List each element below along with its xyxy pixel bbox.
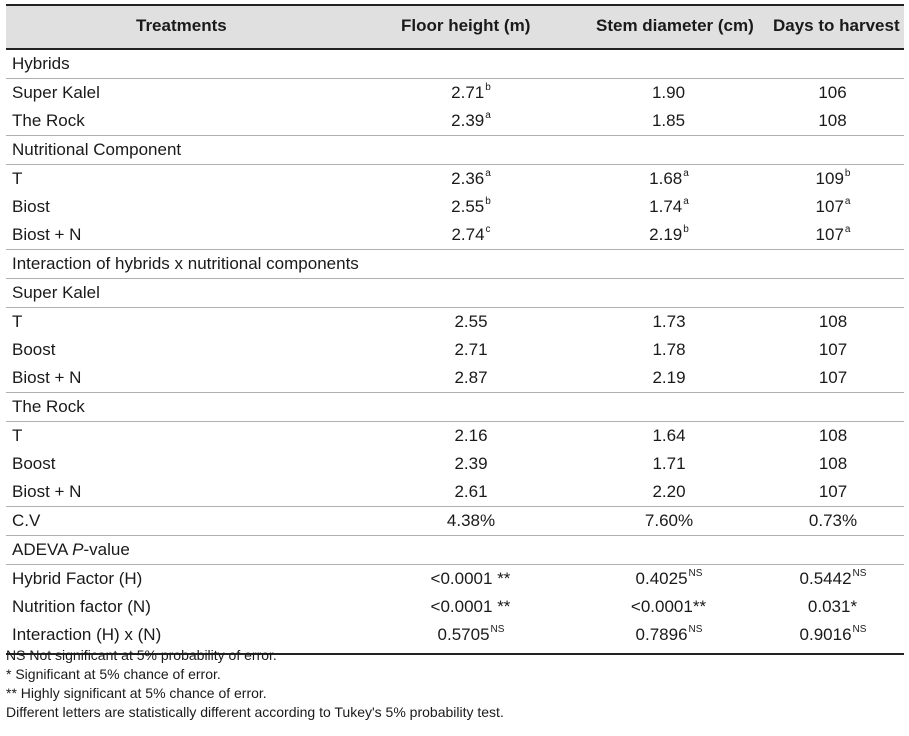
- floor-height-value: 2.36a: [451, 168, 491, 188]
- section-label: Interaction of hybrids x nutritional com…: [12, 254, 359, 273]
- header-treatments: Treatments: [136, 16, 227, 35]
- table-row-cv: C.V 4.38% 7.60% 0.73%: [6, 506, 904, 536]
- header-stem-diameter: Stem diameter (cm): [596, 16, 754, 35]
- row-label: Super Kalel: [12, 83, 100, 102]
- row-label: Boost: [12, 454, 56, 473]
- section-label: Nutritional Component: [12, 140, 182, 159]
- floor-height-value: 2.39a: [451, 110, 491, 130]
- row-label: T: [12, 169, 23, 188]
- stem-diameter-value: 1.78: [652, 340, 686, 359]
- subsection-label: The Rock: [12, 397, 85, 416]
- table-row: Super Kalel 2.71b 1.90 106: [6, 79, 904, 107]
- table-row: Nutrition factor (N) <0.0001 ** <0.0001*…: [6, 593, 904, 621]
- table-row: Biost + N 2.61 2.20 107: [6, 478, 904, 506]
- header-days-to-harvest: Days to harvest: [773, 16, 900, 35]
- row-label: T: [12, 426, 23, 445]
- stem-diameter-value: 2.20: [652, 482, 686, 501]
- floor-height-value: 2.87: [454, 368, 488, 387]
- footnote-ns: NS Not significant at 5% probability of …: [6, 647, 277, 663]
- days-to-harvest-value: 0.031*: [807, 597, 858, 616]
- row-label: Boost: [12, 340, 56, 359]
- stem-diameter-value: 0.7896NS: [635, 624, 703, 644]
- table-row: T 2.36a 1.68a 109b: [6, 165, 904, 193]
- stem-diameter-value: 1.90: [651, 83, 686, 102]
- table-footnotes: NS Not significant at 5% probability of …: [6, 646, 504, 722]
- table-row: Boost 2.71 1.78 107: [6, 336, 904, 364]
- table-header: Treatments Floor height (m) Stem diamete…: [6, 4, 904, 50]
- stem-diameter-value: 2.19: [652, 368, 686, 387]
- days-to-harvest-value: 106: [818, 83, 847, 102]
- floor-height-value: 2.71: [454, 340, 488, 359]
- row-label: Interaction (H) x (N): [12, 625, 162, 644]
- row-label: Nutrition factor (N): [12, 597, 151, 616]
- table-row: Biost + N 2.87 2.19 107: [6, 364, 904, 392]
- row-label: Biost: [12, 197, 50, 216]
- subsection-the-rock: The Rock: [6, 392, 904, 422]
- section-label: ADEVA P-value: [12, 540, 130, 559]
- row-label: Biost + N: [12, 482, 82, 501]
- row-label: C.V: [12, 511, 41, 530]
- days-to-harvest-value: 108: [818, 111, 847, 130]
- days-to-harvest-value: 107a: [815, 196, 851, 216]
- days-to-harvest-value: 0.5442NS: [799, 568, 867, 588]
- days-to-harvest-value: 108: [818, 426, 848, 445]
- days-to-harvest-value: 107: [818, 482, 848, 501]
- stem-diameter-value: 1.68a: [649, 168, 689, 188]
- floor-height-value: <0.0001 **: [430, 597, 511, 616]
- table-row: Boost 2.39 1.71 108: [6, 450, 904, 478]
- days-to-harvest-value: 107: [818, 368, 848, 387]
- days-to-harvest-value: 107a: [815, 224, 851, 244]
- subsection-super-kalel: Super Kalel: [6, 279, 904, 308]
- stem-diameter-value: 7.60%: [644, 511, 694, 530]
- days-to-harvest-value: 108: [818, 312, 848, 331]
- days-to-harvest-value: 0.73%: [808, 511, 858, 530]
- floor-height-value: 2.61: [454, 482, 488, 501]
- floor-height-value: 2.55b: [451, 196, 491, 216]
- section-nutritional-component: Nutritional Component: [6, 135, 904, 165]
- section-hybrids: Hybrids: [6, 50, 904, 79]
- days-to-harvest-value: 0.9016NS: [799, 624, 867, 644]
- header-floor-height: Floor height (m): [401, 16, 531, 35]
- row-label: The Rock: [12, 111, 85, 130]
- table-row: The Rock 2.39a 1.85 108: [6, 107, 904, 135]
- footnote-significant: * Significant at 5% chance of error.: [6, 666, 221, 682]
- row-label: Biost + N: [12, 225, 82, 244]
- table-row: T 2.16 1.64 108: [6, 422, 904, 450]
- section-interaction: Interaction of hybrids x nutritional com…: [6, 249, 904, 279]
- stem-diameter-value: 1.71: [652, 454, 686, 473]
- floor-height-value: 2.55: [454, 312, 488, 331]
- days-to-harvest-value: 107: [818, 340, 848, 359]
- floor-height-value: 2.39: [454, 454, 488, 473]
- stem-diameter-value: <0.0001**: [630, 597, 707, 616]
- table-row: Biost + N 2.74c 2.19b 107a: [6, 221, 904, 249]
- stem-diameter-value: 1.64: [652, 426, 686, 445]
- stem-diameter-value: 0.4025NS: [635, 568, 703, 588]
- row-label: Biost + N: [12, 368, 82, 387]
- table-row: T 2.55 1.73 108: [6, 308, 904, 336]
- floor-height-value: 4.38%: [446, 511, 496, 530]
- subsection-label: Super Kalel: [12, 283, 100, 302]
- section-adeva: ADEVA P-value: [6, 536, 904, 565]
- table-row: Hybrid Factor (H) <0.0001 ** 0.4025NS 0.…: [6, 565, 904, 593]
- results-table: Treatments Floor height (m) Stem diamete…: [6, 4, 904, 655]
- floor-height-value: 2.71b: [451, 82, 491, 102]
- days-to-harvest-value: 108: [818, 454, 848, 473]
- table-row: Interaction (H) x (N) 0.5705NS 0.7896NS …: [6, 621, 904, 655]
- footnote-tukey: Different letters are statistically diff…: [6, 704, 504, 720]
- row-label: T: [12, 312, 23, 331]
- floor-height-value: 2.16: [454, 426, 488, 445]
- footnote-highly-significant: ** Highly significant at 5% chance of er…: [6, 685, 267, 701]
- table-row: Biost 2.55b 1.74a 107a: [6, 193, 904, 221]
- section-label: Hybrids: [12, 54, 70, 73]
- floor-height-value: 0.5705NS: [437, 624, 505, 644]
- stem-diameter-value: 1.74a: [649, 196, 689, 216]
- stem-diameter-value: 2.19b: [649, 224, 689, 244]
- floor-height-value: <0.0001 **: [430, 569, 511, 588]
- floor-height-value: 2.74c: [451, 224, 491, 244]
- row-label: Hybrid Factor (H): [12, 569, 143, 588]
- stem-diameter-value: 1.73: [652, 312, 686, 331]
- days-to-harvest-value: 109b: [815, 168, 851, 188]
- stem-diameter-value: 1.85: [651, 111, 686, 130]
